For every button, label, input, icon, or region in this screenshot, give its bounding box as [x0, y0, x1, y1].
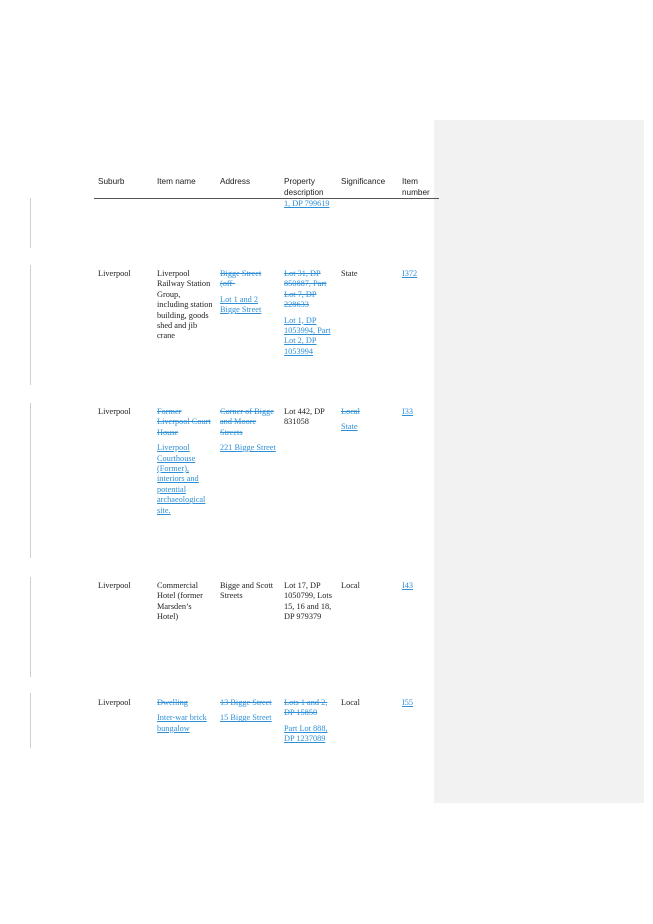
- header-property-line1: Property: [284, 177, 315, 186]
- header-significance: Significance: [341, 177, 386, 186]
- row2-significance-deleted: Local: [341, 407, 360, 416]
- row2-significance-inserted: State: [341, 422, 358, 432]
- row3-significance: Local: [341, 581, 360, 590]
- row4-significance: Local: [341, 698, 360, 707]
- row0-property-inserted: 1, DP 799619: [284, 199, 330, 208]
- change-bar: [30, 198, 31, 248]
- row4-address-inserted: 15 Bigge Street: [220, 713, 272, 723]
- row3-property: Lot 17, DP 1050799, Lots 15, 16 and 18, …: [284, 581, 332, 622]
- row3-address: Bigge and Scott Streets: [220, 581, 274, 601]
- row3-item-name: Commercial Hotel (former Marsden’s Hotel…: [157, 581, 203, 622]
- row2-property: Lot 442, DP 831058: [284, 407, 325, 427]
- row2-item-name: Former Liverpool Court House Liverpool C…: [157, 407, 215, 516]
- row2-item-name-deleted: Former Liverpool Court House: [157, 407, 211, 437]
- row2-address: Corner of Bigge and Moore Streets 221 Bi…: [220, 407, 276, 454]
- row4-suburb: Liverpool: [98, 698, 131, 707]
- row4-address-deleted: 13 Bigge Street: [220, 698, 272, 707]
- header-item-line1: Item: [402, 177, 418, 186]
- row1-item-number: I372: [402, 269, 418, 278]
- row1-item-name: Liverpool Railway Station Group, includi…: [157, 269, 213, 341]
- row1-suburb: Liverpool: [98, 269, 131, 278]
- row4-property: Lots 1 and 2, DP 15850 Part Lot 888, DP …: [284, 698, 332, 745]
- row2-address-inserted: 221 Bigge Street: [220, 443, 276, 453]
- comment-pane: [434, 120, 644, 803]
- row2-item-name-inserted: Liverpool Courthouse (Former), interiors…: [157, 443, 206, 515]
- row2-item-number: I33: [402, 407, 414, 416]
- row3-suburb: Liverpool: [98, 581, 131, 590]
- row1-property-inserted: Lot 1, DP 1053994, Part Lot 2, DP 105399…: [284, 315, 331, 356]
- change-bar: [30, 403, 31, 558]
- row4-address: 13 Bigge Street 15 Bigge Street: [220, 698, 276, 724]
- row1-significance: State: [341, 269, 358, 278]
- header-rule: [94, 198, 439, 199]
- change-bar: [30, 265, 31, 385]
- header-item-number: Item number: [402, 177, 430, 198]
- header-item-line2: number: [402, 187, 430, 197]
- header-property-description: Property description: [284, 177, 324, 198]
- row4-item-name-inserted: Inter-war brick bungalow: [157, 713, 207, 733]
- change-bar: [30, 577, 31, 677]
- row1-address-deleted: Bigge Street (off-: [220, 269, 262, 289]
- row4-item-name-deleted: Dwelling: [157, 698, 188, 707]
- row4-property-deleted: Lots 1 and 2, DP 15850: [284, 698, 328, 718]
- header-suburb: Suburb: [98, 177, 125, 186]
- row2-suburb: Liverpool: [98, 407, 131, 416]
- change-bar: [30, 693, 31, 748]
- row1-property-deleted: Lot 31, DP 850887, Part Lot 7, DP 228633: [284, 269, 327, 310]
- row1-property: Lot 31, DP 850887, Part Lot 7, DP 228633…: [284, 269, 332, 357]
- header-address: Address: [220, 177, 251, 186]
- row4-item-number: I55: [402, 698, 414, 707]
- row2-significance: Local State: [341, 407, 360, 433]
- row3-item-number: I43: [402, 581, 414, 590]
- row4-property-inserted: Part Lot 888, DP 1237089: [284, 723, 328, 744]
- row4-item-name: Dwelling Inter-war brick bungalow: [157, 698, 215, 734]
- row2-address-deleted: Corner of Bigge and Moore Streets: [220, 407, 274, 437]
- row1-address-inserted: Lot 1 and 2 Bigge Street: [220, 294, 262, 315]
- header-property-line2: description: [284, 187, 324, 197]
- header-item-name: Item name: [157, 177, 196, 186]
- row1-address: Bigge Street (off- Lot 1 and 2 Bigge Str…: [220, 269, 278, 316]
